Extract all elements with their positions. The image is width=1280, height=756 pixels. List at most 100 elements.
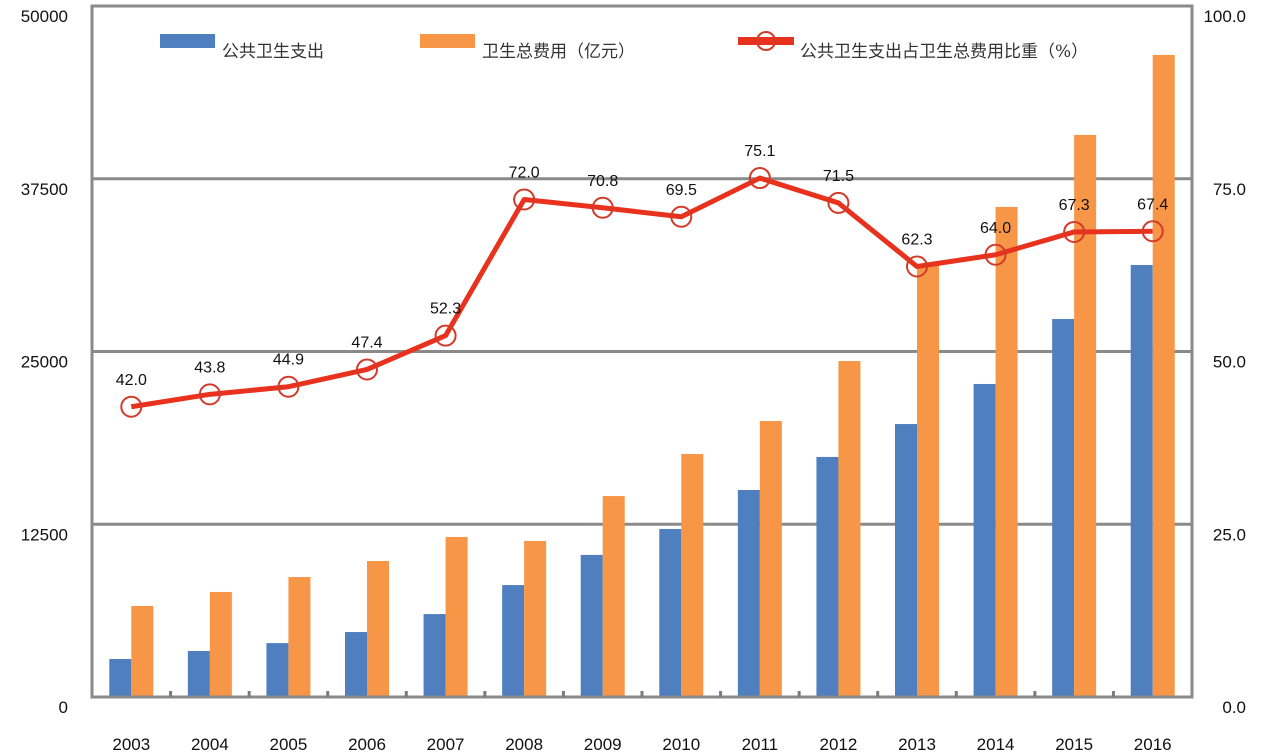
line-series <box>120 167 1164 418</box>
x-tick-label: 2015 <box>1055 735 1093 754</box>
line-marker <box>591 196 614 219</box>
bar-total-health <box>367 561 389 697</box>
bar-public-health <box>659 528 682 697</box>
bar-public-health <box>1052 319 1075 697</box>
bar-total-health <box>524 540 547 697</box>
bar-public-health <box>109 658 132 697</box>
x-axis: 2003 2004 2005 2006 2007 2008 2009 2010 2011 2012… <box>112 735 1171 754</box>
x-tick-label: 2010 <box>662 735 700 754</box>
bars <box>109 54 1175 698</box>
bar-total-health <box>838 361 861 697</box>
legend-label-ratio: 公共卫生支出占卫生总费用比重（%） <box>800 42 1088 62</box>
left-tick-label: 50000 <box>21 7 68 26</box>
x-tick-label: 2012 <box>820 735 858 754</box>
data-label: 47.4 <box>351 334 382 351</box>
bar-public-health <box>973 383 996 697</box>
line-marker <box>1063 220 1086 243</box>
legend-swatch-ratio-marker <box>756 31 776 51</box>
line-marker <box>827 191 850 214</box>
legend-swatch-public-health <box>160 34 215 48</box>
data-label: 42.0 <box>116 372 147 389</box>
data-label: 43.8 <box>194 359 225 376</box>
bar-public-health <box>187 650 210 697</box>
bar-total-health <box>917 264 939 697</box>
data-label: 71.5 <box>823 168 854 185</box>
left-tick-label: 0 <box>59 698 68 717</box>
bar-total-health <box>995 206 1018 697</box>
x-tick-label: 2005 <box>270 735 308 754</box>
data-label: 62.3 <box>901 232 932 249</box>
data-label: 64.0 <box>980 220 1011 237</box>
line-ratio <box>130 175 1153 410</box>
x-tick-label: 2008 <box>505 735 543 754</box>
right-tick-label: 100.0 <box>1203 7 1246 26</box>
data-labels: 42.0 43.8 44.9 47.4 52.3 72.0 70.8 69.5 75.1 71.5… <box>116 143 1169 389</box>
x-tick-label: 2011 <box>742 735 779 754</box>
gridlines <box>92 177 1192 526</box>
line-marker <box>434 324 457 347</box>
bar-total-health <box>445 536 468 697</box>
x-tick-label: 2016 <box>1134 735 1172 754</box>
bar-public-health <box>816 456 839 697</box>
data-label: 69.5 <box>666 182 697 199</box>
left-axis: 0 12500 25000 37500 50000 <box>21 7 68 717</box>
x-tick-label: 2014 <box>977 735 1015 754</box>
line-marker <box>748 167 771 190</box>
data-label: 67.4 <box>1137 196 1168 213</box>
legend-item-public-health: 公共卫生支出 <box>160 34 324 62</box>
legend: 公共卫生支出 卫生总费用（亿元） 公共卫生支出占卫生总费用比重（%） <box>160 31 1088 62</box>
x-axis-ticks <box>169 691 1115 697</box>
legend-swatch-total-health <box>420 34 475 48</box>
bar-public-health <box>502 585 525 697</box>
legend-item-total-health: 卫生总费用（亿元） <box>420 34 635 62</box>
right-tick-label: 75.0 <box>1213 180 1246 199</box>
bar-total-health <box>759 421 782 697</box>
legend-label-total-health: 卫生总费用（亿元） <box>482 42 635 62</box>
bar-total-health <box>1074 134 1097 697</box>
bar-public-health <box>266 643 289 697</box>
x-tick-label: 2004 <box>191 735 229 754</box>
x-tick-label: 2013 <box>898 735 936 754</box>
right-tick-label: 0.0 <box>1222 698 1246 717</box>
data-label: 75.1 <box>744 143 775 160</box>
line-marker <box>356 358 378 381</box>
bar-public-health <box>737 489 760 697</box>
bar-public-health <box>895 424 917 697</box>
bar-total-health <box>131 605 154 697</box>
bar-total-health <box>288 577 311 697</box>
bar-public-health <box>423 614 446 697</box>
line-marker <box>906 255 928 278</box>
x-tick-label: 2007 <box>427 735 465 754</box>
bar-total-health <box>1152 54 1175 698</box>
data-label: 72.0 <box>509 164 540 181</box>
x-tick-label: 2006 <box>348 735 386 754</box>
bar-public-health <box>580 554 603 697</box>
line-marker <box>277 375 300 398</box>
bar-total-health <box>209 591 232 697</box>
left-tick-label: 12500 <box>21 525 68 544</box>
data-label: 70.8 <box>587 173 618 190</box>
line-marker <box>513 188 536 211</box>
line-marker <box>120 395 143 418</box>
legend-label-public-health: 公共卫生支出 <box>222 42 324 62</box>
bar-total-health <box>681 454 704 697</box>
data-label: 44.9 <box>273 352 304 369</box>
line-marker <box>984 243 1007 266</box>
line-marker <box>670 205 693 228</box>
right-tick-label: 25.0 <box>1213 525 1246 544</box>
right-axis: 0.0 25.0 50.0 75.0 100.0 <box>1203 7 1246 717</box>
data-label: 67.3 <box>1059 197 1090 214</box>
left-tick-label: 25000 <box>21 353 68 372</box>
legend-swatch-ratio-line <box>738 37 794 45</box>
x-tick-label: 2009 <box>584 735 622 754</box>
line-marker <box>198 383 221 406</box>
line-marker <box>1141 220 1164 243</box>
bar-public-health <box>1130 264 1153 697</box>
bar-total-health <box>602 496 625 697</box>
right-tick-label: 50.0 <box>1213 353 1246 372</box>
bar-public-health <box>345 632 367 697</box>
left-tick-label: 37500 <box>21 180 68 199</box>
x-tick-label: 2003 <box>112 735 150 754</box>
data-label: 52.3 <box>430 301 461 318</box>
